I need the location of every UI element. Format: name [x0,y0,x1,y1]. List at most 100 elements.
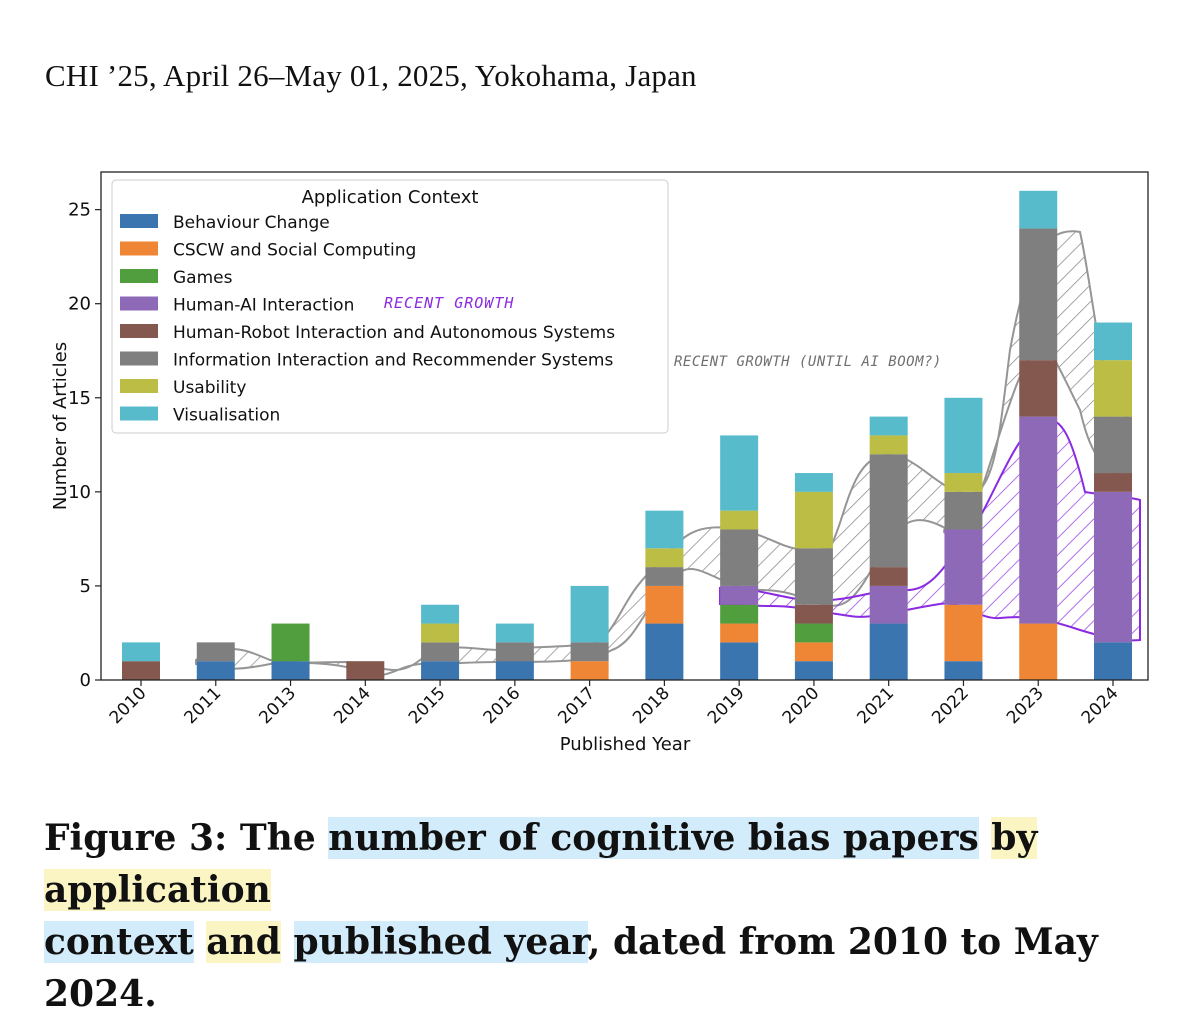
bar-2018-behaviour-change [645,623,684,680]
bar-2021-behaviour-change [869,623,908,680]
caption-highlight-count: number of cognitive bias papers [328,817,979,859]
y-tick-label: 5 [80,576,91,597]
bar-2022-visualisation [944,397,983,474]
x-tick-label-2016: 2016 [480,683,525,728]
bar-2021-information-interaction-and-recommender-systems [869,454,908,568]
bars-layer [122,190,1132,680]
x-tick-label-2021: 2021 [853,683,898,728]
bar-2018-visualisation [645,510,684,549]
human-ai-growth-annotation-band [719,418,1141,642]
x-tick-label-2018: 2018 [629,683,674,728]
bar-2023-visualisation [1019,190,1058,229]
bar-2021-usability [869,435,908,455]
legend-label-information-interaction-and-recommender-systems: Information Interaction and Recommender … [173,351,613,371]
bar-2017-visualisation [570,585,609,643]
bar-2018-cscw-and-social-computing [645,585,684,624]
x-tick-label-2023: 2023 [1003,683,1048,728]
legend-label-cscw-and-social-computing: CSCW and Social Computing [173,241,416,261]
bar-2015-usability [421,623,460,643]
bar-2022-behaviour-change [944,661,983,680]
bar-2023-information-interaction-and-recommender-systems [1019,228,1058,361]
x-tick-label-2015: 2015 [405,683,450,728]
bar-2024-human-ai-interaction [1094,491,1132,643]
caption-highlight-published-year: published year [293,921,588,963]
legend: Application Context Behaviour Change CSCW… [111,179,669,434]
bar-2015-information-interaction-and-recommender-systems [421,642,460,662]
bar-2013-behaviour-change [271,661,310,680]
y-tick-label: 25 [68,200,91,221]
x-tick-label-2013: 2013 [255,683,300,728]
bar-2017-cscw-and-social-computing [570,661,609,680]
bar-2020-games [794,623,833,643]
y-tick-label: 10 [68,482,91,503]
bar-2019-games [720,604,759,624]
y-tick-label: 20 [68,294,91,315]
bar-2015-visualisation [421,604,460,624]
legend-label-games: Games [173,268,233,288]
legend-label-human-robot-interaction-and-autonomous-systems: Human-Robot Interaction and Autonomous S… [173,323,615,343]
legend-swatch-human-robot-interaction-and-autonomous-systems [120,324,158,338]
bar-2021-human-ai-interaction [869,585,908,624]
bar-2021-visualisation [869,416,908,436]
bar-2023-human-ai-interaction [1019,416,1058,624]
legend-swatch-usability [120,379,158,393]
legend-title: Application Context [302,187,479,208]
bar-2010-visualisation [122,642,160,662]
bar-2022-usability [944,473,983,492]
bar-2023-human-robot-interaction-and-autonomous-systems [1019,360,1058,417]
legend-label-usability: Usability [173,378,246,398]
x-axis-label: Published Year [560,734,691,755]
bar-2014-human-robot-interaction-and-autonomous-systems [346,661,385,680]
human-ai-annotation-label: RECENT GROWTH [384,294,514,312]
bar-2020-human-robot-interaction-and-autonomous-systems [794,604,833,624]
bar-2024-behaviour-change [1094,642,1132,680]
bar-2010-human-robot-interaction-and-autonomous-systems [122,661,160,680]
bar-2011-information-interaction-and-recommender-systems [196,642,235,662]
bar-2019-visualisation [720,435,759,511]
legend-label-human-ai-interaction: Human-AI Interaction [173,296,354,316]
bar-2022-human-ai-interaction [944,529,983,605]
caption-highlight-and: and [206,921,281,963]
legend-swatch-behaviour-change [120,214,158,228]
x-tick-label-2011: 2011 [181,683,226,728]
y-axis: 0 5 10 15 20 25 [68,200,101,691]
bar-2024-human-robot-interaction-and-autonomous-systems [1094,473,1132,492]
y-axis-label: Number of Articles [50,342,71,510]
bar-2015-behaviour-change [421,661,460,680]
figure-caption: Figure 3: The number of cognitive bias p… [44,812,1174,1020]
legend-swatch-visualisation [120,406,158,421]
legend-swatch-games [120,269,158,283]
legend-swatch-cscw-and-social-computing [120,241,158,256]
bar-2019-information-interaction-and-recommender-systems [720,529,759,586]
bar-2020-behaviour-change [794,661,833,680]
x-tick-label-2020: 2020 [779,683,824,728]
bar-2011-behaviour-change [196,661,235,680]
bar-2013-games [271,623,310,662]
bar-2019-cscw-and-social-computing [720,623,759,643]
bar-2020-visualisation [794,473,833,492]
legend-label-visualisation: Visualisation [173,406,280,426]
x-tick-label-2024: 2024 [1078,683,1123,728]
bar-2019-human-ai-interaction [720,585,759,605]
legend-swatch-human-ai-interaction [120,296,158,311]
bar-2024-usability [1094,360,1132,417]
y-tick-label: 0 [80,670,91,691]
legend-swatch-information-interaction-and-recommender-systems [120,351,158,366]
page-header: CHI ’25, April 26–May 01, 2025, Yokohama… [45,58,697,93]
bar-2022-cscw-and-social-computing [944,604,983,662]
legend-frame [111,179,669,434]
bar-2022-information-interaction-and-recommender-systems [944,491,983,530]
bar-2019-usability [720,510,759,530]
bar-2016-visualisation [495,623,534,643]
bar-2023-cscw-and-social-computing [1019,623,1058,680]
y-tick-label: 15 [68,388,91,409]
caption-prefix: Figure 3: The [44,817,329,859]
bar-2018-usability [645,548,684,568]
bar-2018-information-interaction-and-recommender-systems [645,567,684,586]
caption-highlight-context: context [44,921,194,963]
x-tick-label-2010: 2010 [106,683,151,728]
bar-2017-information-interaction-and-recommender-systems [570,642,609,662]
bar-2020-information-interaction-and-recommender-systems [794,548,833,605]
x-tick-label-2014: 2014 [330,683,375,728]
